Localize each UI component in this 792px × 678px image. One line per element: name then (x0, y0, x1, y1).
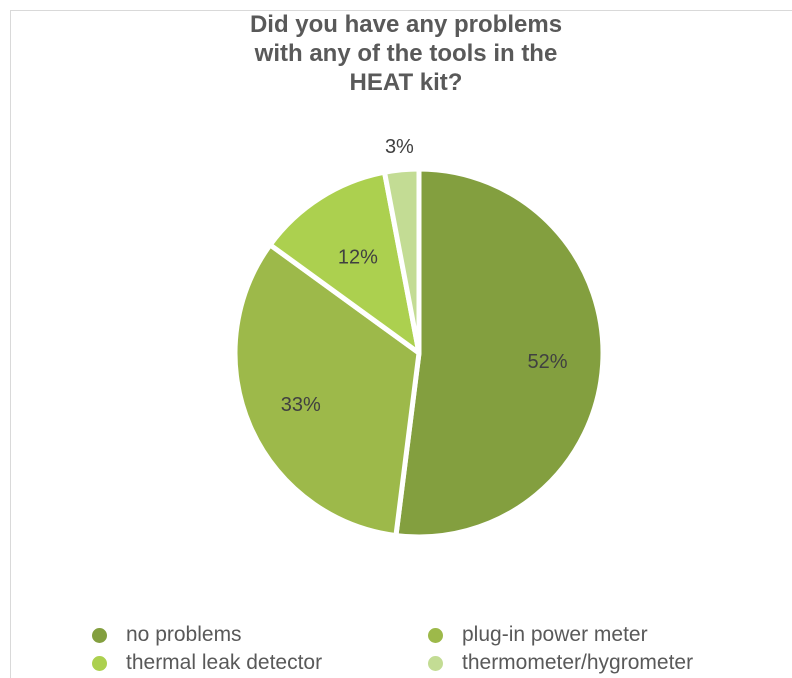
pie-slice-thermal-leak-detector (267, 169, 422, 356)
legend-item-plug-in-power-meter: plug-in power meter (428, 622, 648, 648)
data-label: 52% (527, 351, 567, 373)
chart-frame (10, 10, 792, 678)
legend-item-thermal-leak-detector: thermal leak detector (92, 650, 322, 676)
pie-slice-plug-in-power-meter (232, 242, 422, 539)
pie-slice-no-problems (393, 166, 606, 540)
pie-slice-thermometer-hygrometer (382, 166, 422, 356)
legend-label: thermal leak detector (126, 651, 323, 674)
legend-label: thermometer/hygrometer (462, 651, 694, 674)
legend-swatch (92, 627, 107, 643)
legend-swatch (92, 655, 107, 671)
legend-label: plug-in power meter (462, 623, 648, 646)
data-label: 12% (338, 247, 378, 269)
data-label: 33% (281, 394, 321, 416)
legend-swatch (428, 627, 443, 643)
legend-item-thermometer-hygrometer: thermometer/hygrometer (428, 650, 693, 676)
chart-legend: no problems plug-in power meter thermal … (92, 622, 792, 678)
legend-label: no problems (126, 623, 242, 646)
legend-swatch (428, 655, 443, 671)
legend-item-no-problems: no problems (92, 622, 242, 648)
chart-title: Did you have any problems with any of th… (249, 11, 563, 96)
data-label: 3% (385, 136, 414, 158)
